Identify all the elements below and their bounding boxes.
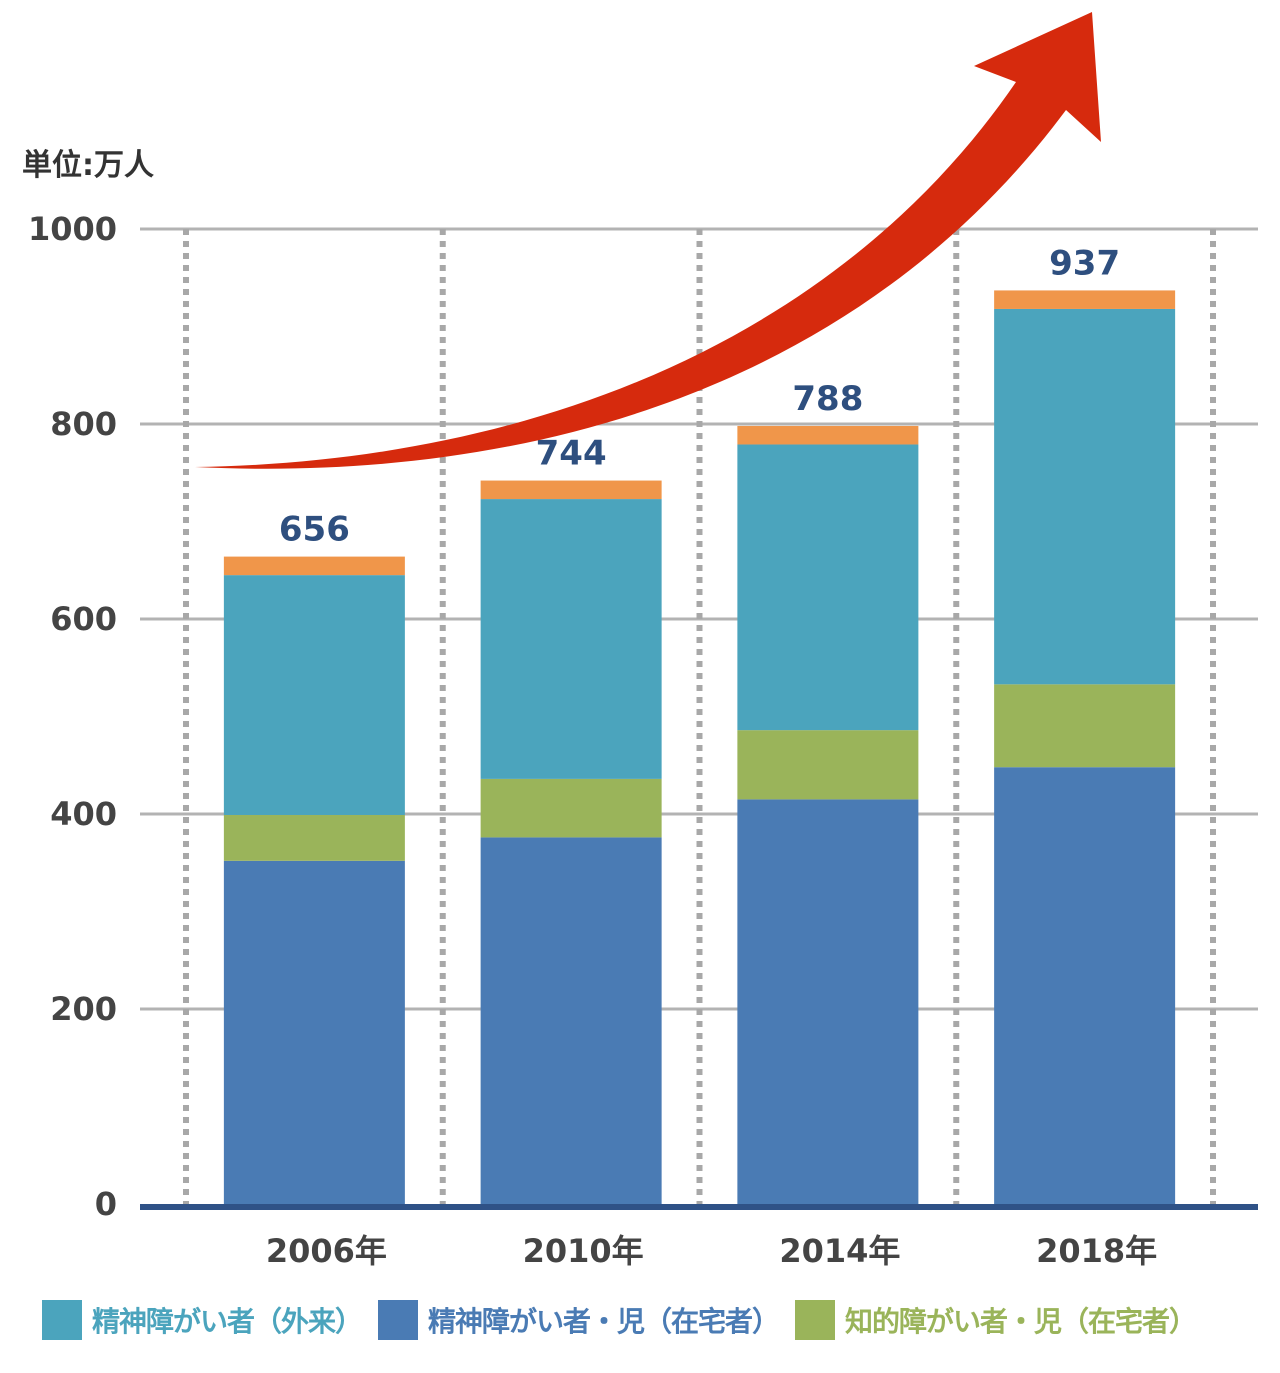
legend-swatch: [378, 1300, 419, 1340]
bar-segment-4: [223, 556, 405, 576]
y-tick-labels: 0 200 400 600 800 1000: [28, 210, 117, 1223]
bar-segment-2: [223, 814, 405, 861]
total-label: 937: [1049, 243, 1120, 283]
x-tick-label: 2014年: [779, 1232, 900, 1270]
y-tick-label: 200: [50, 990, 117, 1028]
legend: 精神障がい者（外来） 精神障がい者・児（在宅者） 知的障がい者・児（在宅者）: [42, 1298, 1212, 1342]
total-label: 744: [536, 434, 607, 474]
bar-segment-4: [737, 425, 919, 445]
legend-swatch: [795, 1300, 836, 1340]
trend-arrow-icon: [195, 12, 1101, 469]
y-tick-label: 1000: [28, 210, 117, 248]
legend-item: 知的障がい者・児（在宅者）: [795, 1300, 1197, 1340]
total-labels: 656 744 788 937: [279, 243, 1120, 549]
y-tick-label: 0: [95, 1185, 117, 1223]
bar-segment-2: [737, 730, 919, 800]
legend-label: 知的障がい者・児（在宅者）: [845, 1305, 1197, 1338]
x-tick-label: 2018年: [1036, 1232, 1157, 1270]
y-tick-label: 400: [50, 795, 117, 833]
bars: [223, 290, 1176, 1204]
legend-label: 精神障がい者・児（在宅者）: [428, 1305, 780, 1338]
total-label: 788: [792, 379, 863, 419]
legend-swatch: [42, 1300, 82, 1340]
x-tick-label: 2010年: [523, 1232, 644, 1270]
bar-segment-1: [737, 799, 919, 1204]
x-tick-label: 2006年: [266, 1232, 387, 1270]
legend-label: 精神障がい者（外来）: [92, 1305, 363, 1338]
bar-segment-3: [994, 308, 1176, 685]
legend-item: 精神障がい者（外来）: [42, 1300, 363, 1340]
bar-segment-2: [480, 778, 662, 838]
unit-label: 単位:万人: [22, 148, 154, 183]
bar-segment-4: [994, 290, 1176, 309]
y-tick-label: 600: [50, 600, 117, 638]
bar-segment-1: [480, 837, 662, 1204]
bar-segment-3: [480, 499, 662, 779]
bar-segment-1: [223, 860, 405, 1204]
bar-segment-3: [737, 444, 919, 731]
bar-segment-4: [480, 480, 662, 500]
y-tick-label: 800: [50, 405, 117, 443]
bar-segment-2: [994, 684, 1176, 768]
bar-segment-3: [223, 575, 405, 815]
x-tick-labels: 2006年 2010年 2014年 2018年: [266, 1232, 1157, 1270]
legend-item: 精神障がい者・児（在宅者）: [378, 1300, 780, 1340]
bar-segment-1: [994, 767, 1176, 1204]
total-label: 656: [279, 510, 350, 550]
